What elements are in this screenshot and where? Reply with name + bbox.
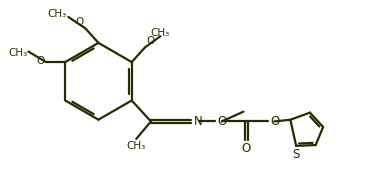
Text: N: N bbox=[194, 115, 203, 128]
Text: CH₃: CH₃ bbox=[127, 141, 146, 151]
Text: S: S bbox=[293, 148, 300, 161]
Text: CH₃: CH₃ bbox=[48, 9, 67, 19]
Text: O: O bbox=[242, 142, 251, 155]
Text: CH₃: CH₃ bbox=[151, 28, 170, 38]
Text: CH₃: CH₃ bbox=[8, 48, 28, 58]
Text: O: O bbox=[270, 115, 279, 128]
Text: O: O bbox=[36, 56, 45, 66]
Text: O: O bbox=[75, 17, 84, 27]
Text: O: O bbox=[146, 36, 155, 46]
Text: O: O bbox=[217, 115, 226, 128]
